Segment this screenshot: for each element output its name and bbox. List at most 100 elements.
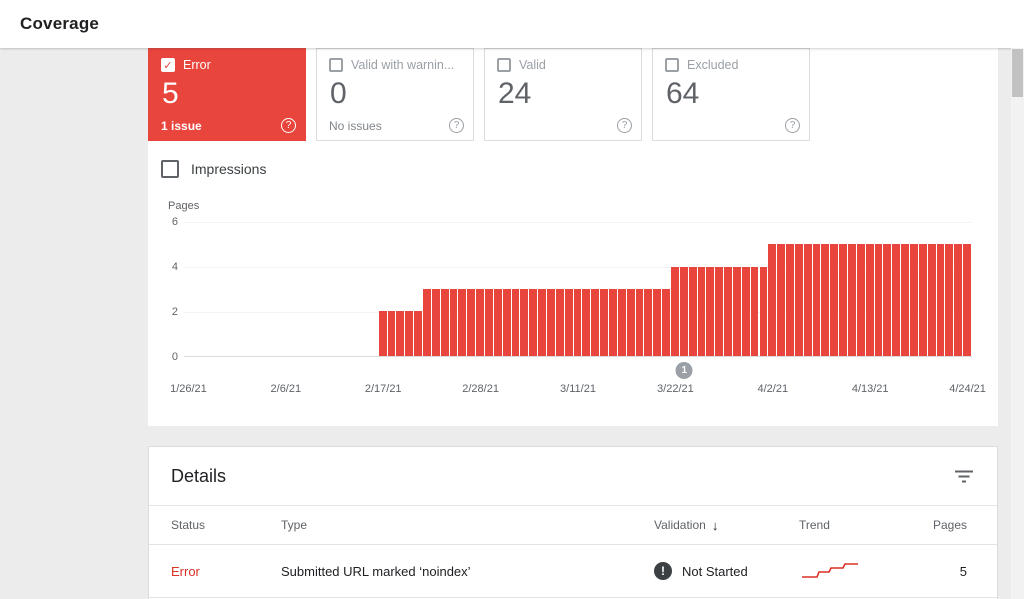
y-tick-label: 2	[171, 306, 178, 318]
details-table-body: Error Submitted URL marked ‘noindex’! Not …	[149, 545, 997, 598]
chart-bar	[768, 244, 777, 356]
card-subtitle: No issues	[329, 119, 382, 133]
card-checkbox-error[interactable]: ✓	[161, 58, 175, 72]
chart-plot[interactable]	[184, 222, 972, 357]
summary-card-valid-with-warnings[interactable]: Valid with warnin... 0 No issues?	[316, 48, 474, 141]
chart-bar	[945, 244, 954, 356]
x-tick-label: 4/2/21	[757, 383, 789, 395]
card-top: Valid with warnin...	[329, 58, 464, 72]
card-value: 24	[498, 77, 532, 110]
validation-text: Not Started	[682, 563, 748, 579]
help-icon[interactable]: ?	[785, 118, 800, 133]
card-label: Error	[183, 58, 211, 72]
timeline-marker[interactable]: 1	[675, 362, 693, 379]
summary-cards: ✓ Error 5 1 issue? Valid with warnin... 0 No i…	[148, 48, 998, 141]
help-icon[interactable]: ?	[449, 118, 464, 133]
chart-bar	[608, 289, 617, 356]
x-tick-label: 2/28/21	[462, 383, 499, 395]
card-value: 0	[330, 77, 347, 110]
row-type: Submitted URL marked ‘noindex’	[281, 563, 471, 579]
chart-bar	[759, 266, 768, 356]
chart-bar	[573, 289, 582, 356]
chart-bar	[874, 244, 883, 356]
details-panel: Details Status Type Validation ↓ Trend Pages …	[148, 446, 998, 599]
chart-bar	[591, 289, 600, 356]
chart-bar	[901, 244, 909, 356]
chart-bar	[431, 289, 440, 356]
x-tick-label: 2/17/21	[364, 383, 402, 395]
impressions-label: Impressions	[191, 161, 267, 177]
chart-bar	[918, 244, 927, 356]
chart-bar	[476, 289, 485, 356]
column-label: Type	[281, 518, 308, 532]
column-header-pages[interactable]: Pages	[909, 518, 967, 532]
chart-bar	[423, 289, 431, 356]
chart-bar	[954, 244, 963, 356]
chart-bar	[600, 289, 608, 356]
chart-bar	[520, 289, 529, 356]
x-tick-label: 4/13/21	[851, 383, 889, 395]
chart-bar	[777, 244, 786, 356]
table-row[interactable]: Error Submitted URL marked ‘noindex’! Not …	[149, 545, 997, 598]
chart-bar	[821, 244, 830, 356]
card-checkbox-excluded[interactable]	[665, 58, 679, 72]
chart-bar	[715, 266, 724, 356]
filter-icon[interactable]	[955, 470, 973, 483]
plot-row: 6 4 2 0	[168, 216, 972, 363]
summary-card-excluded[interactable]: Excluded 64?	[652, 48, 810, 141]
chart-bar	[892, 244, 901, 356]
column-label: Pages	[932, 518, 967, 532]
help-icon[interactable]: ?	[281, 118, 296, 133]
impressions-toggle[interactable]: Impressions	[161, 160, 266, 178]
card-checkbox-valid-with-warnings[interactable]	[329, 58, 343, 72]
chart-bar	[839, 244, 848, 356]
coverage-report-panel: ✓ Error 5 1 issue? Valid with warnin... 0 No i…	[148, 48, 998, 426]
y-tick-label: 0	[171, 351, 178, 363]
gridline	[184, 222, 972, 223]
chart-bar	[458, 289, 467, 356]
chart-bar	[883, 244, 892, 356]
summary-card-error[interactable]: ✓ Error 5 1 issue?	[148, 48, 306, 141]
y-axis: 6 4 2 0	[168, 216, 184, 363]
chart-bar	[706, 266, 715, 356]
chart-bar	[440, 289, 449, 356]
row-pages: 5	[959, 563, 967, 579]
chart-bar	[750, 266, 759, 356]
impressions-checkbox[interactable]	[161, 160, 179, 178]
help-icon[interactable]: ?	[617, 118, 632, 133]
not-started-icon: !	[654, 562, 672, 580]
chart-bar	[662, 289, 670, 356]
chart-bar	[564, 289, 573, 356]
card-top: ✓ Error	[161, 58, 296, 72]
x-tick-label: 1/26/21	[170, 383, 207, 395]
chart-bar	[555, 289, 564, 356]
chart-bar	[626, 289, 635, 356]
column-header-type[interactable]: Type	[281, 518, 654, 532]
column-header-status[interactable]: Status	[171, 518, 281, 532]
card-checkbox-valid[interactable]	[497, 58, 511, 72]
column-header-trend[interactable]: Trend	[799, 518, 909, 532]
chart-bar	[794, 244, 803, 356]
scrollbar-thumb[interactable]	[1012, 49, 1023, 97]
chart-bar	[732, 266, 741, 356]
chart-bar	[697, 266, 706, 356]
card-label: Valid with warnin...	[351, 58, 455, 72]
chart-bar	[644, 289, 653, 356]
x-tick-label: 3/22/21	[657, 383, 694, 395]
chart-bar	[485, 289, 493, 356]
trend-sparkline-icon	[802, 563, 858, 578]
chart-bar	[449, 289, 458, 356]
card-subtitle: 1 issue	[161, 119, 202, 133]
column-label: Validation	[654, 518, 706, 532]
card-top: Valid	[497, 58, 632, 72]
scrollbar[interactable]	[1011, 48, 1024, 599]
details-header: Details	[149, 447, 997, 505]
column-label: Trend	[799, 518, 830, 532]
chart-bar	[856, 244, 865, 356]
summary-card-valid[interactable]: Valid 24?	[484, 48, 642, 141]
row-status[interactable]: Error	[171, 563, 200, 579]
chart-bar	[848, 244, 856, 356]
column-header-validation[interactable]: Validation ↓	[654, 518, 799, 533]
y-tick-label: 6	[171, 216, 178, 228]
chart-bar	[679, 266, 688, 356]
